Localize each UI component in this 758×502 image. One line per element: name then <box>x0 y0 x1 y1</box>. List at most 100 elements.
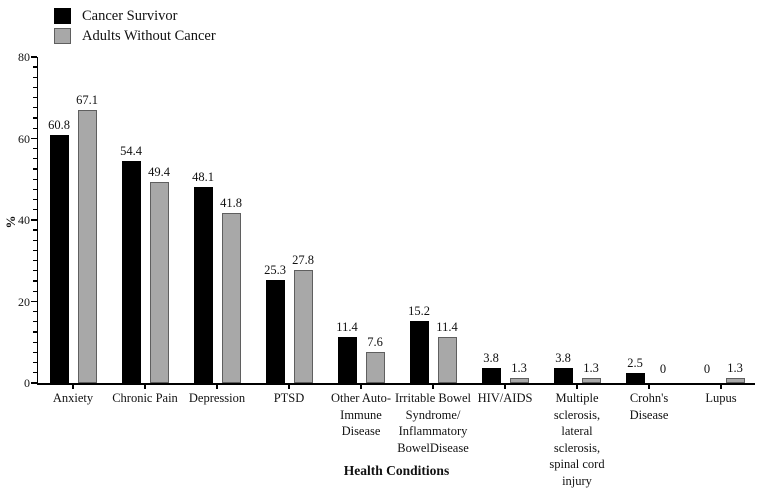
y-tick-label: 40 <box>18 213 30 227</box>
bar-adults-without-cancer <box>725 377 745 383</box>
y-tick-label: 60 <box>18 131 30 146</box>
y-minor-tick <box>32 127 37 129</box>
bar-value-label: 0 <box>703 362 711 376</box>
bar-adults-without-cancer <box>509 377 529 383</box>
bar-value-label: 11.4 <box>436 319 458 334</box>
x-tick-label: HIV/AIDS <box>477 391 533 405</box>
y-minor-tick <box>32 117 37 119</box>
y-minor-tick <box>32 372 37 374</box>
bar-value-label: 15.2 <box>408 304 430 319</box>
x-tick <box>360 383 362 389</box>
bar-cancer-survivor <box>481 367 501 383</box>
y-minor-tick <box>32 107 37 109</box>
y-minor-tick <box>32 97 37 99</box>
y-minor-tick <box>32 158 37 160</box>
y-minor-tick <box>32 331 37 333</box>
y-minor-tick <box>32 270 37 272</box>
bar-cancer-survivor <box>265 279 285 383</box>
bar-value-label: 1.3 <box>727 360 743 375</box>
x-tick <box>576 383 578 389</box>
y-minor-tick <box>32 209 37 211</box>
bar-adults-without-cancer <box>365 352 385 383</box>
y-axis-title: % <box>3 215 18 229</box>
y-minor-tick <box>32 239 37 241</box>
legend-item: Adults Without Cancer <box>54 28 216 44</box>
y-minor-tick <box>32 361 37 364</box>
y-tick-label: 0 <box>24 376 30 390</box>
y-major-tick <box>30 382 37 384</box>
bar-value-label: 25.3 <box>264 262 286 277</box>
y-minor-tick <box>32 290 37 292</box>
y-minor-tick <box>32 168 37 170</box>
bar-value-label: 0 <box>659 362 667 376</box>
x-tick-label: Multiple sclerosis, lateral sclerosis, s… <box>549 391 605 488</box>
legend-item: Cancer Survivor <box>54 8 177 24</box>
x-tick-label: Depression <box>188 391 246 405</box>
y-minor-tick <box>32 249 37 251</box>
x-axis-title: Health Conditions <box>343 463 450 478</box>
bar-value-label: 7.6 <box>367 335 383 350</box>
x-tick <box>216 383 218 389</box>
x-tick-label: Anxiety <box>52 391 94 405</box>
bar-value-label: 67.1 <box>76 92 98 107</box>
y-minor-tick <box>32 147 37 150</box>
bar-cancer-survivor <box>193 186 213 383</box>
x-tick-label: Irritable Bowel Syndrome/ Inflammatory B… <box>394 391 471 455</box>
y-minor-tick <box>32 351 37 353</box>
bar-adults-without-cancer <box>149 181 169 383</box>
bar-value-label: 1.3 <box>511 360 527 375</box>
x-tick <box>144 383 146 389</box>
y-minor-tick <box>32 341 37 343</box>
y-minor-tick <box>32 178 37 180</box>
y-minor-tick <box>32 229 37 231</box>
y-minor-tick <box>32 310 37 313</box>
y-minor-tick <box>32 188 37 190</box>
y-major-tick <box>30 56 37 58</box>
x-tick-label: Other Auto- Immune Disease <box>330 391 392 438</box>
bar-adults-without-cancer <box>77 109 97 383</box>
bar-cancer-survivor <box>121 161 141 383</box>
bar-value-label: 11.4 <box>336 319 358 334</box>
x-tick-label: Lupus <box>705 391 737 405</box>
bar-value-label: 41.8 <box>220 195 242 210</box>
x-tick <box>288 383 290 389</box>
bar-value-label: 3.8 <box>555 350 571 365</box>
legend-swatch-icon <box>54 28 71 44</box>
bar-cancer-survivor <box>49 135 69 383</box>
legend-swatch-icon <box>54 8 71 24</box>
bar-value-label: 48.1 <box>192 169 214 184</box>
y-minor-tick <box>32 86 37 88</box>
x-axis <box>36 383 755 385</box>
legend-item-label: Adults Without Cancer <box>82 28 216 44</box>
bar-adults-without-cancer <box>293 269 313 383</box>
y-axis <box>36 57 38 383</box>
x-tick-label: Chronic Pain <box>112 391 178 405</box>
y-minor-tick <box>32 66 37 68</box>
y-major-tick <box>30 300 37 303</box>
x-tick <box>648 383 650 389</box>
legend-item-label: Cancer Survivor <box>82 8 178 24</box>
bar-value-label: 3.8 <box>483 350 499 365</box>
y-minor-tick <box>32 260 37 262</box>
bar-cancer-survivor <box>553 367 573 383</box>
bar-adults-without-cancer <box>581 377 601 383</box>
x-tick-label: PTSD <box>273 391 305 405</box>
bar-value-label: 1.3 <box>583 360 599 375</box>
y-major-tick <box>30 137 37 140</box>
y-tick-label: 80 <box>18 50 30 64</box>
y-minor-tick <box>32 321 37 323</box>
y-minor-tick <box>32 76 37 78</box>
y-tick-label: 20 <box>18 294 30 309</box>
bar-cancer-survivor <box>625 372 645 383</box>
x-tick <box>504 383 506 389</box>
bar-value-label: 49.4 <box>148 164 170 179</box>
x-tick <box>432 383 434 389</box>
x-tick <box>72 383 74 389</box>
bar-adults-without-cancer <box>221 212 241 383</box>
bar-cancer-survivor <box>409 321 429 383</box>
x-tick <box>720 383 722 389</box>
bar-value-label: 54.4 <box>120 144 142 159</box>
bar-adults-without-cancer <box>437 336 457 383</box>
y-minor-tick <box>32 198 37 201</box>
